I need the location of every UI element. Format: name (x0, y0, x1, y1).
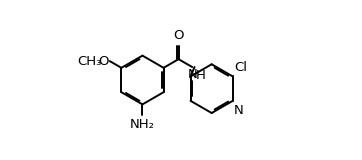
Text: N: N (234, 104, 244, 117)
Text: N: N (188, 68, 197, 81)
Text: Cl: Cl (234, 61, 247, 74)
Text: NH₂: NH₂ (130, 118, 155, 131)
Text: O: O (173, 29, 184, 42)
Text: CH₃: CH₃ (77, 55, 101, 68)
Text: O: O (99, 55, 109, 68)
Text: H: H (195, 69, 206, 82)
